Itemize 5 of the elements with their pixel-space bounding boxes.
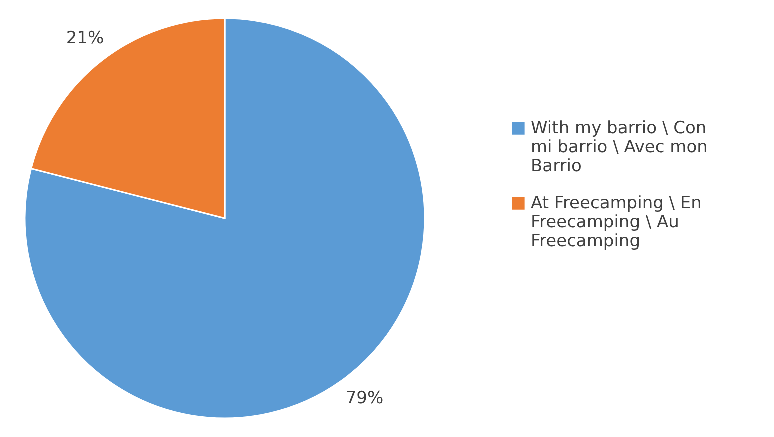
pie-slice [24,18,426,420]
legend-label: At Freecamping \ En Freecamping \ Au Freecamping [531,194,702,252]
data-label: 21% [66,28,104,48]
legend-label: With my barrio \ Con mi barrio \ Avec mon Barrio [531,118,708,176]
data-label: 79% [346,388,384,409]
